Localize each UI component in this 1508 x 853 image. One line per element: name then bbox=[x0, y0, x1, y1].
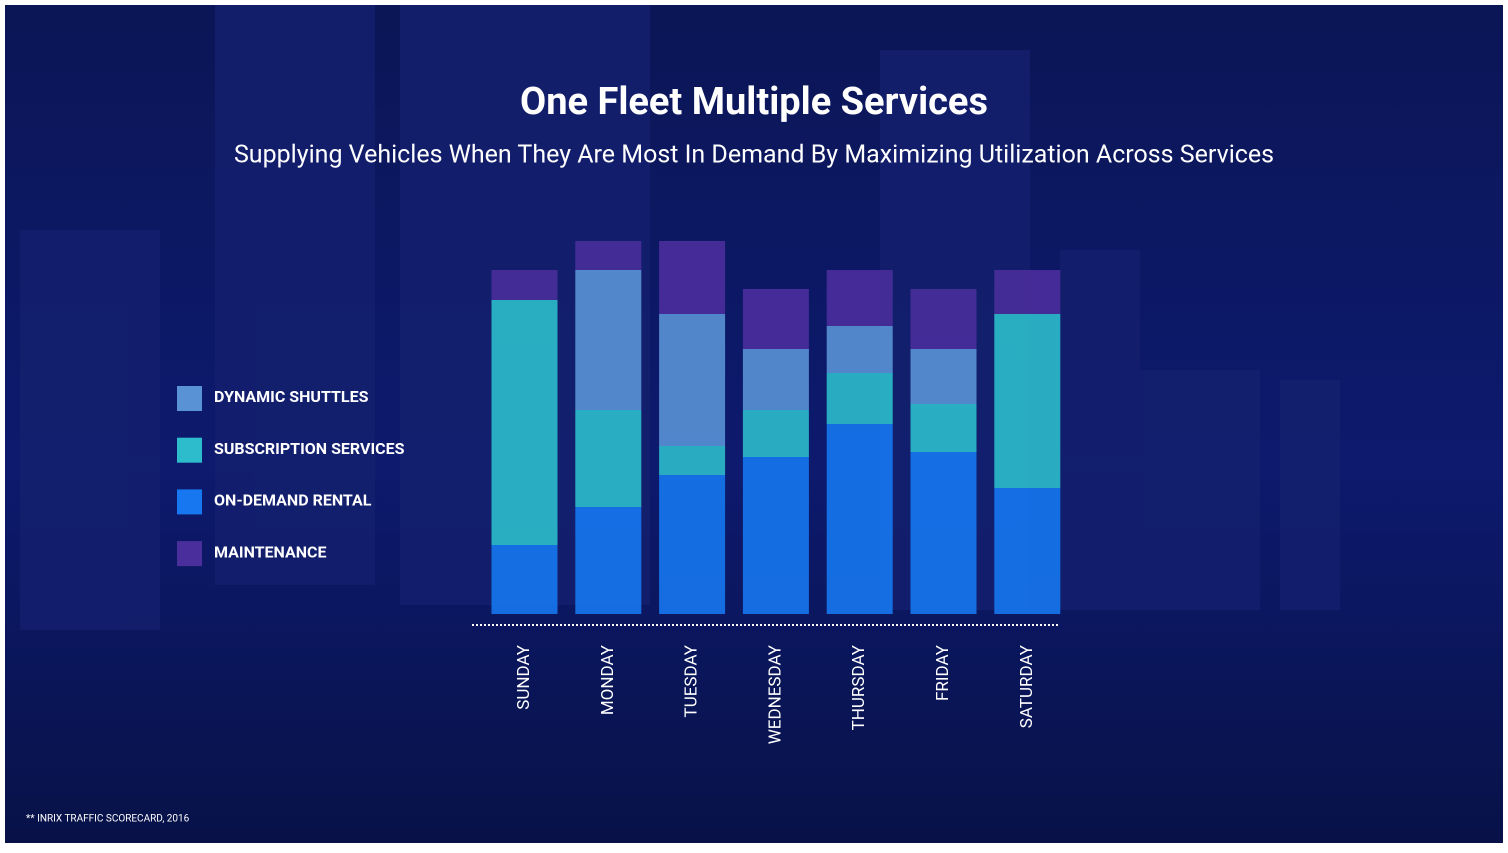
bar-segment bbox=[994, 270, 1061, 314]
bar-segment bbox=[742, 349, 809, 410]
bar-segment bbox=[826, 270, 893, 326]
bar-segment bbox=[742, 410, 809, 457]
bar-segment bbox=[575, 410, 642, 507]
bar-segment bbox=[994, 488, 1061, 614]
bar-segment bbox=[491, 300, 558, 545]
bar-segment bbox=[910, 404, 977, 452]
source-note: ** INRIX TRAFFIC SCORECARD, 2016 bbox=[26, 814, 190, 825]
bar-segment bbox=[742, 457, 809, 614]
legend-label: SUBSCRIPTION SERVICES bbox=[214, 439, 405, 458]
x-tick-label: MONDAY bbox=[598, 644, 618, 715]
bar-segment bbox=[910, 452, 977, 614]
bar-segment bbox=[575, 241, 642, 270]
legend-swatch bbox=[177, 437, 202, 463]
bar-segment bbox=[910, 289, 977, 349]
x-tick-label: SATURDAY bbox=[1017, 644, 1037, 728]
bar-segment bbox=[826, 373, 893, 424]
chart-title: One Fleet Multiple Services bbox=[520, 80, 988, 124]
bar-segment bbox=[659, 475, 726, 614]
legend-label: ON-DEMAND RENTAL bbox=[214, 491, 372, 510]
legend-swatch bbox=[177, 541, 202, 567]
bar-segment bbox=[910, 349, 977, 404]
legend-label: MAINTENANCE bbox=[214, 542, 327, 561]
bar-segment bbox=[491, 545, 558, 614]
x-tick-label: WEDNESDAY bbox=[765, 644, 785, 744]
chart-subtitle: Supplying Vehicles When They Are Most In… bbox=[234, 141, 1274, 170]
x-tick-label: TUESDAY bbox=[682, 644, 702, 717]
bar-segment bbox=[826, 424, 893, 614]
legend-swatch bbox=[177, 386, 202, 411]
bar-segment bbox=[659, 241, 726, 314]
bar-segment bbox=[491, 270, 558, 300]
x-tick-label: THURSDAY bbox=[849, 644, 869, 730]
bar-segment bbox=[742, 289, 809, 349]
bar-segment bbox=[826, 326, 893, 373]
bar-segment bbox=[994, 314, 1061, 488]
legend-swatch bbox=[177, 489, 202, 515]
bar-segment bbox=[659, 446, 726, 475]
city-silhouette bbox=[20, 5, 1340, 630]
x-tick-label: SUNDAY bbox=[514, 644, 534, 710]
bar-segment bbox=[659, 314, 726, 446]
bar-segment bbox=[575, 507, 642, 614]
legend-label: DYNAMIC SHUTTLES bbox=[214, 387, 369, 406]
bar-segment bbox=[575, 270, 642, 410]
x-tick-label: FRIDAY bbox=[933, 644, 953, 701]
